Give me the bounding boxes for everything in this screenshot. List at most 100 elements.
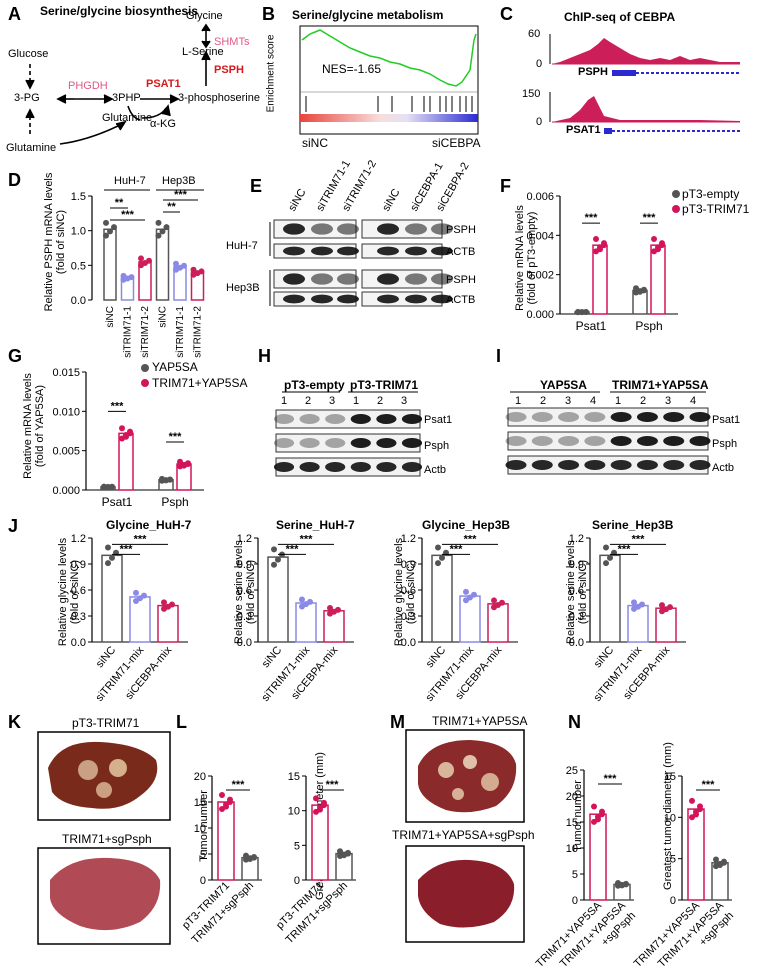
j3-point	[463, 588, 469, 595]
panel-label-a: A	[8, 4, 21, 24]
j3-point	[435, 544, 441, 551]
d-sig-label: **	[115, 197, 124, 209]
l2-point	[313, 795, 319, 802]
j3-y-tick-label: 1.2	[401, 533, 416, 545]
e-protein-psph-2: PSPH	[446, 274, 476, 286]
m-label-1: TRIM71+YAP5SA	[432, 714, 528, 728]
i-row-psph: Psph	[712, 438, 738, 450]
e-cell-hep3b: Hep3B	[226, 282, 260, 294]
d-point	[190, 266, 197, 273]
h-row-psph: Psph	[424, 440, 450, 452]
n1-point	[591, 803, 597, 810]
f-sig-label: ***	[585, 212, 599, 224]
j2-point	[271, 546, 277, 553]
i-group-2: TRIM71+YAP5SA	[612, 378, 709, 392]
j4-point	[603, 560, 609, 567]
i-band	[610, 436, 632, 446]
j4-sig-label: ***	[618, 543, 632, 555]
e-protein-actb-1: ACTB	[446, 246, 476, 258]
j3-y-tick-label: 0.3	[401, 611, 416, 623]
d-y-tick-label: 1.0	[71, 226, 86, 238]
panel-label-c: C	[500, 4, 513, 24]
e-protein-psph-1: PSPH	[446, 224, 476, 236]
j1-y-tick-label: 0.0	[71, 637, 86, 649]
d-point	[103, 232, 109, 239]
j2-point	[275, 556, 281, 563]
chip-track1-min: 0	[536, 58, 543, 70]
e-band	[311, 273, 333, 285]
d-y-tick-label: 0.0	[71, 295, 86, 307]
panel-a-title: Serine/glycine biosynthesis	[40, 4, 199, 18]
f-point	[597, 246, 603, 253]
i-band	[558, 412, 580, 422]
e-band	[283, 246, 305, 256]
j4-y-tick-label: 0.3	[569, 611, 584, 623]
j2-sig-label: ***	[300, 533, 314, 545]
j3-point	[471, 591, 477, 598]
j3-point	[499, 599, 505, 606]
h-band	[299, 438, 320, 448]
lserine-node: L-Serine	[182, 46, 224, 58]
j-title-4: Serine_Hep3B	[592, 518, 674, 532]
glucose-node: Glucose	[8, 48, 49, 60]
g-legend-dot-2	[141, 379, 149, 387]
j1-y-tick-label: 0.9	[71, 559, 86, 571]
i-band	[636, 436, 658, 446]
e-band	[311, 246, 333, 256]
psph-enzyme: PSPH	[214, 64, 244, 76]
n1-y-tick-label: 20	[566, 791, 578, 803]
d-y-tick-label: 0.5	[71, 260, 86, 272]
i-band	[663, 460, 685, 470]
l1-point	[219, 791, 225, 798]
n2-point	[693, 811, 699, 818]
j4-y-tick-label: 0.9	[569, 559, 584, 571]
j1-point	[109, 554, 115, 561]
panel-label-j: J	[8, 516, 19, 536]
j2-point	[335, 606, 341, 613]
d-sig-label: ***	[174, 189, 188, 201]
panel-label-e: E	[250, 176, 263, 196]
l1-point	[223, 803, 229, 810]
d-point	[173, 260, 179, 267]
f-point	[651, 235, 657, 242]
n1-point	[599, 811, 605, 818]
j2-y-tick-label: 0.6	[237, 585, 252, 597]
g-legend-1: YAP5SA	[152, 360, 198, 374]
gsea-right-label: siCEBPA	[432, 136, 481, 150]
i-lane-label: 3	[665, 395, 671, 407]
d-point	[111, 224, 117, 231]
f-y-tick-label: 0.004	[526, 230, 554, 242]
e-band	[377, 273, 399, 285]
d-sig-label: **	[167, 201, 176, 213]
n2-y-tick-label: 10	[664, 812, 676, 824]
i-band	[610, 460, 632, 470]
j4-point	[607, 554, 613, 561]
l2-point	[337, 848, 343, 855]
i-band	[531, 460, 553, 470]
i-band	[584, 436, 606, 446]
d-y-tick-label: 1.5	[71, 191, 86, 203]
d-point	[138, 255, 144, 262]
i-lane-label: 4	[590, 395, 596, 407]
h-band	[325, 462, 346, 472]
j4-y-tick-label: 0.0	[569, 637, 584, 649]
f-y-tick-label: 0.000	[526, 309, 554, 321]
e-band	[337, 294, 359, 304]
g-point	[109, 483, 115, 490]
h-row-actb: Actb	[424, 464, 447, 476]
panel-c-title: ChIP-seq of CEBPA	[564, 10, 676, 24]
f-legend-dot-1	[672, 190, 680, 198]
g-y-tick-label: 0.015	[52, 367, 80, 379]
g-point	[167, 476, 173, 483]
e-band	[283, 294, 305, 304]
l1-sig-label: ***	[232, 779, 246, 791]
j4-point	[639, 601, 645, 608]
f-sig-label: ***	[643, 212, 657, 224]
j1-point	[141, 592, 147, 599]
j1-point	[105, 544, 111, 551]
shmts-enzyme: SHMTs	[214, 36, 250, 48]
g-legend-dot-1	[141, 364, 149, 372]
chip-track2-max: 150	[522, 88, 541, 100]
